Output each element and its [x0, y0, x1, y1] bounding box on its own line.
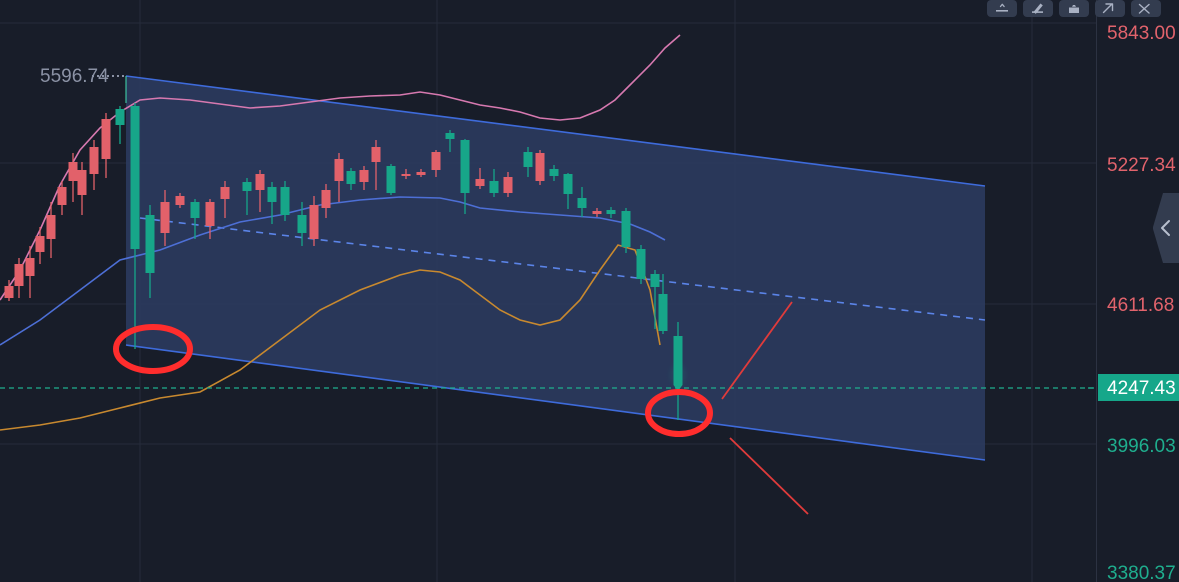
svg-text:5227.34: 5227.34 — [1107, 155, 1176, 176]
svg-text:3380.37: 3380.37 — [1107, 563, 1176, 582]
svg-text:5843.00: 5843.00 — [1107, 23, 1176, 44]
svg-text:3996.03: 3996.03 — [1107, 436, 1176, 457]
svg-text:4247.43: 4247.43 — [1107, 378, 1176, 399]
svg-text:4611.68: 4611.68 — [1107, 295, 1174, 316]
svg-text:5596.74: 5596.74 — [40, 66, 109, 87]
